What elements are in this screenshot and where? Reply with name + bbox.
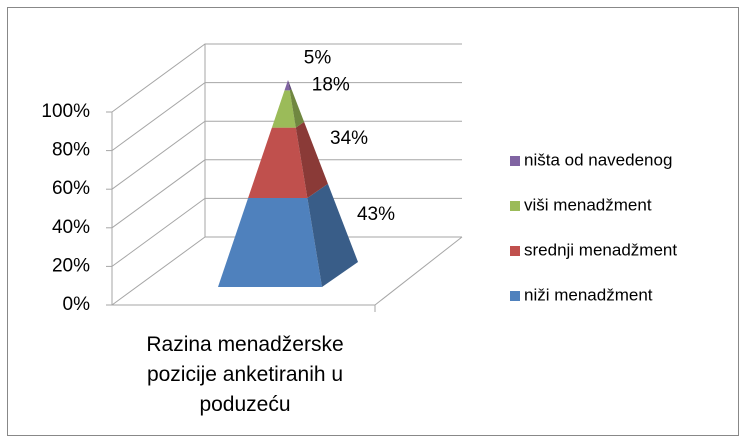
pyramid-segment: [271, 90, 296, 128]
x-tick-label: Razina menadžerske pozicije anketiranih …: [146, 333, 344, 416]
pyramid-segment: [218, 197, 322, 287]
pyramid-segment-side: [307, 183, 358, 287]
grid-line: [111, 236, 462, 306]
legend-swatch: [510, 246, 520, 256]
y-tick-label: 0%: [63, 294, 91, 315]
grid-line: [111, 82, 462, 152]
pyramid-segment-side: [295, 121, 328, 198]
grid-line: [111, 43, 462, 113]
legend-swatch: [510, 291, 520, 301]
pyramid-segment-side: [288, 80, 292, 91]
grid-line: [111, 159, 462, 229]
axis-line: [374, 236, 463, 306]
y-tick-label: 20%: [52, 255, 90, 276]
legend-label: srednji menadžment: [524, 240, 677, 259]
legend-label: viši menadžment: [524, 195, 652, 214]
legend-label: ništa od navedenog: [524, 150, 672, 169]
legend-swatch: [510, 156, 520, 166]
value-label: 5%: [304, 48, 332, 69]
chart-border: [7, 7, 739, 436]
legend-swatch: [510, 201, 520, 211]
legend-label: niži menadžment: [524, 285, 653, 304]
grid-line: [111, 120, 462, 190]
y-tick-label: 40%: [52, 217, 90, 238]
pyramid-segment: [248, 127, 308, 198]
grid-line: [111, 197, 462, 267]
y-tick-label: 60%: [52, 178, 90, 199]
value-label: 43%: [357, 204, 395, 225]
value-label: 18%: [312, 74, 350, 95]
pyramid-segment-side: [289, 89, 305, 128]
y-tick-label: 80%: [52, 140, 90, 161]
value-label: 34%: [330, 128, 368, 149]
y-tick-label: 100%: [41, 101, 90, 122]
pyramid-segment: [284, 80, 290, 91]
